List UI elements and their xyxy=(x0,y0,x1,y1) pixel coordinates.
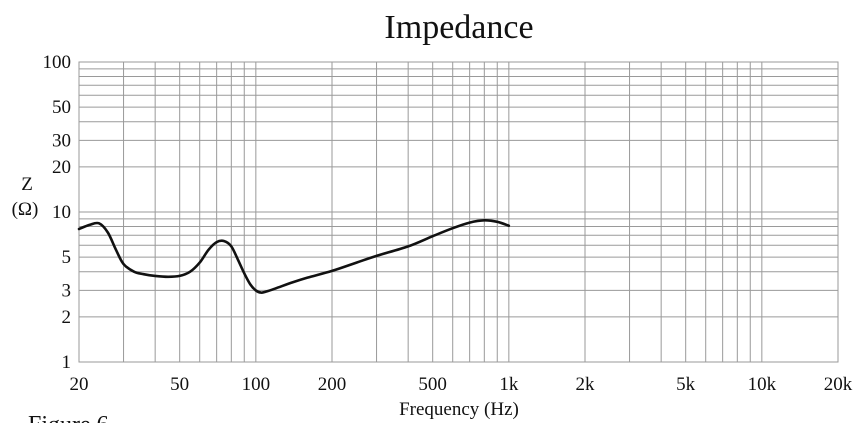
x-tick-label: 1k xyxy=(499,374,519,395)
chart-title: Impedance xyxy=(384,9,533,46)
y-tick-label: 20 xyxy=(52,157,71,178)
y-tick-label: 10 xyxy=(52,202,71,223)
x-tick-label: 500 xyxy=(418,374,447,395)
plot-frame xyxy=(78,61,839,363)
y-tick-label: 3 xyxy=(62,280,72,301)
data-layer xyxy=(77,219,511,294)
x-tick-label: 100 xyxy=(242,374,271,395)
x-tick-labels: 20 50 100 200 500 1k 2k 5k 10k 20k xyxy=(70,374,853,395)
impedance-curve xyxy=(77,219,511,294)
y-tick-label: 30 xyxy=(52,130,71,151)
y-tick-label: 100 xyxy=(43,52,72,73)
y-tick-label: 1 xyxy=(62,352,72,373)
y-tick-label: 2 xyxy=(62,307,72,328)
y-tick-labels: 1 2 3 5 10 20 30 50 100 xyxy=(43,52,72,373)
x-tick-label: 200 xyxy=(318,374,347,395)
x-tick-label: 20 xyxy=(70,374,89,395)
grid-layer xyxy=(78,61,839,363)
x-tick-label: 5k xyxy=(676,374,696,395)
x-tick-label: 20k xyxy=(824,374,853,395)
x-tick-label: 10k xyxy=(748,374,777,395)
y-axis-label-unit: (Ω) xyxy=(12,199,39,220)
x-tick-label: 50 xyxy=(170,374,189,395)
y-axis-label-symbol: Z xyxy=(21,174,33,195)
figure-caption: Figure 6 xyxy=(28,412,109,423)
y-tick-label: 50 xyxy=(52,97,71,118)
x-tick-label: 2k xyxy=(576,374,596,395)
y-tick-label: 5 xyxy=(62,247,72,268)
x-axis-label: Frequency (Hz) xyxy=(399,399,519,420)
